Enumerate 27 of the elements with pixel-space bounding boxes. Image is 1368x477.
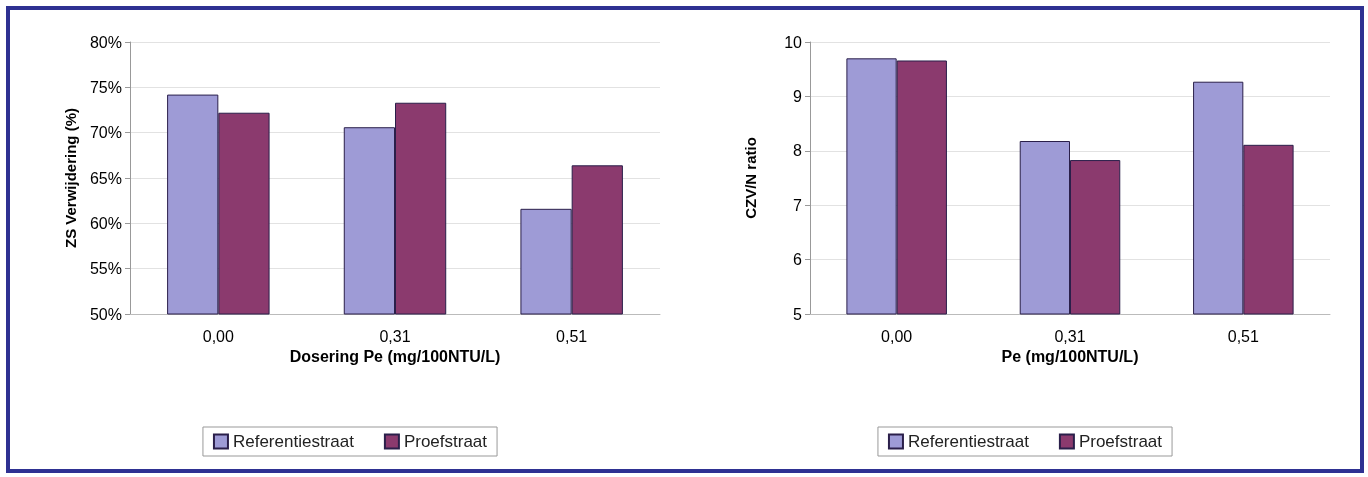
y-axis-title: ZS Verwijdering (%) bbox=[62, 107, 79, 249]
x-tick-label: 0,00 bbox=[881, 327, 913, 345]
x-axis-title: Dosering Pe (mg/100NTU/L) bbox=[289, 348, 501, 366]
x-tick-label: 0,51 bbox=[1227, 327, 1260, 345]
x-tick-label: 0,00 bbox=[202, 327, 235, 345]
y-tick-label: 10 bbox=[784, 33, 803, 51]
y-tick-label: 80% bbox=[89, 33, 122, 51]
y-tick-label: 5 bbox=[793, 305, 803, 323]
y-tick-label: 7 bbox=[793, 196, 803, 214]
x-tick-label: 0,31 bbox=[379, 327, 411, 345]
legend-label: Referentiestraat bbox=[907, 432, 1030, 451]
x-tick-label: 0,51 bbox=[556, 327, 588, 345]
y-tick-label: 6 bbox=[793, 251, 803, 269]
y-tick-label: 9 bbox=[793, 87, 803, 105]
y-tick-label: 50% bbox=[89, 305, 122, 323]
y-axis-title: CZV/N ratio bbox=[742, 137, 759, 219]
legend-label: Referentiestraat bbox=[232, 432, 355, 451]
x-axis-title: Pe (mg/100NTU/L) bbox=[1001, 348, 1139, 366]
y-tick-label: 55% bbox=[89, 260, 122, 278]
y-tick-label: 65% bbox=[89, 169, 122, 187]
y-tick-label: 8 bbox=[793, 142, 803, 160]
legend-label: Proefstraat bbox=[1078, 432, 1163, 451]
x-tick-label: 0,31 bbox=[1054, 327, 1086, 345]
y-tick-label: 75% bbox=[89, 78, 122, 96]
y-tick-label: 60% bbox=[89, 214, 122, 232]
legend-label: Proefstraat bbox=[403, 432, 488, 451]
y-tick-label: 70% bbox=[89, 124, 122, 142]
